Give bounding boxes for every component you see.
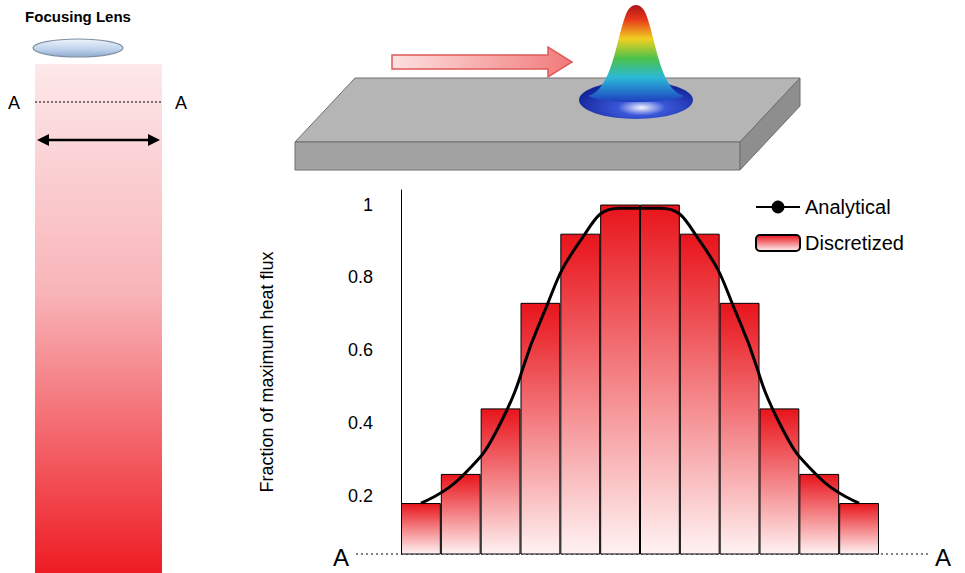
svg-text:Fraction of maximum heat flux: Fraction of maximum heat flux — [257, 251, 277, 492]
svg-text:0.2: 0.2 — [348, 486, 373, 506]
svg-text:A: A — [175, 93, 187, 113]
svg-text:A: A — [333, 544, 349, 571]
svg-text:0.8: 0.8 — [348, 267, 373, 287]
svg-text:Focusing Lens: Focusing Lens — [25, 8, 131, 25]
svg-text:A: A — [935, 544, 951, 571]
svg-text:Discretized: Discretized — [805, 232, 904, 254]
svg-text:0.4: 0.4 — [348, 413, 373, 433]
svg-text:A: A — [8, 93, 20, 113]
svg-text:0.6: 0.6 — [348, 340, 373, 360]
svg-text:1: 1 — [363, 195, 373, 215]
svg-text:Analytical: Analytical — [805, 196, 891, 218]
